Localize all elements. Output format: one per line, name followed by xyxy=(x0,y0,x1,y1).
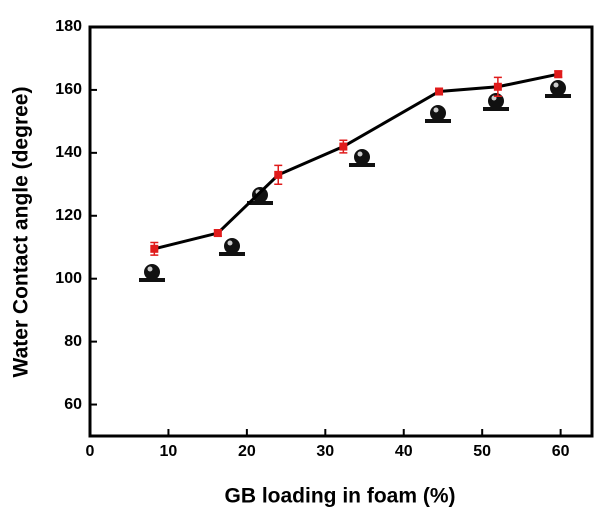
y-tick-label: 80 xyxy=(64,333,82,350)
marker xyxy=(274,170,283,179)
marker xyxy=(493,82,502,91)
x-tick-label: 40 xyxy=(395,443,413,460)
y-axis-title: Water Contact angle (degree) xyxy=(10,87,33,378)
y-tick-label: 100 xyxy=(55,270,82,287)
y-tick-label: 160 xyxy=(55,81,82,98)
marker xyxy=(339,142,348,151)
x-tick-label: 10 xyxy=(160,443,178,460)
y-tick-label: 60 xyxy=(64,396,82,413)
x-tick-label: 50 xyxy=(473,443,491,460)
droplet-images xyxy=(139,80,571,282)
x-tick-label: 20 xyxy=(238,443,256,460)
marker xyxy=(435,87,444,96)
y-tick-label: 140 xyxy=(55,144,82,161)
y-tick-label: 120 xyxy=(55,207,82,224)
marker xyxy=(554,70,563,79)
marker xyxy=(150,244,159,253)
x-tick-label: 0 xyxy=(86,443,95,460)
plot-frame xyxy=(88,25,594,438)
x-tick-label: 60 xyxy=(552,443,570,460)
x-axis-title: GB loading in foam (%) xyxy=(225,485,456,508)
marker xyxy=(213,229,222,238)
x-tick-label: 30 xyxy=(316,443,334,460)
y-tick-label: 180 xyxy=(55,18,82,35)
